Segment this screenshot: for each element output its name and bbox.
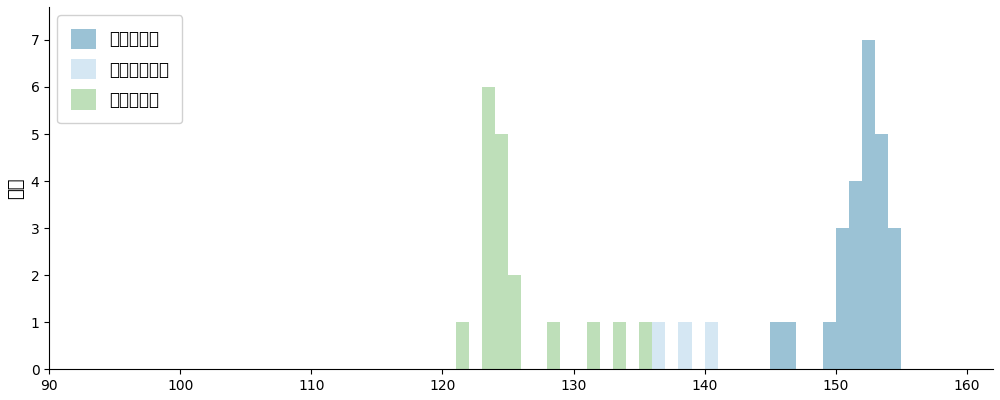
Bar <box>678 322 692 369</box>
Bar <box>783 322 796 369</box>
Bar <box>823 322 836 369</box>
Bar <box>705 322 718 369</box>
Bar <box>547 322 560 369</box>
Legend: ストレート, カットボール, スライダー: ストレート, カットボール, スライダー <box>57 15 182 123</box>
Bar <box>875 134 888 369</box>
Bar <box>508 275 521 369</box>
Bar <box>849 181 862 369</box>
Bar <box>770 322 783 369</box>
Bar <box>587 322 600 369</box>
Bar <box>652 322 665 369</box>
Y-axis label: 球数: 球数 <box>7 177 25 199</box>
Bar <box>639 322 652 369</box>
Bar <box>613 322 626 369</box>
Bar <box>888 228 901 369</box>
Bar <box>862 40 875 369</box>
Bar <box>495 134 508 369</box>
Bar <box>482 87 495 369</box>
Bar <box>456 322 469 369</box>
Bar <box>836 228 849 369</box>
